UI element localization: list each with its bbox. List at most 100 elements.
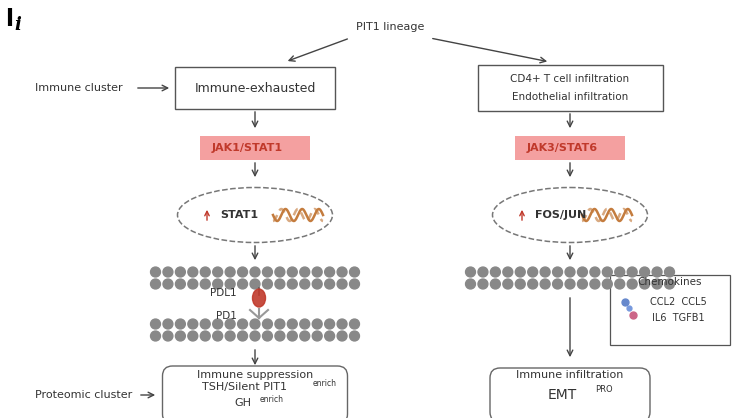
Bar [610, 275, 730, 345]
Ellipse shape [553, 267, 562, 277]
Ellipse shape [466, 279, 476, 289]
Ellipse shape [163, 267, 173, 277]
Ellipse shape [337, 267, 347, 277]
Ellipse shape [300, 331, 310, 341]
Ellipse shape [275, 267, 285, 277]
Text: TSH/Silent PIT1: TSH/Silent PIT1 [203, 382, 287, 392]
Ellipse shape [565, 279, 575, 289]
Ellipse shape [349, 279, 359, 289]
Ellipse shape [187, 267, 198, 277]
Ellipse shape [590, 267, 600, 277]
Ellipse shape [200, 267, 210, 277]
Text: enrich: enrich [313, 380, 337, 388]
Ellipse shape [300, 279, 310, 289]
Text: GH: GH [234, 398, 252, 408]
Ellipse shape [187, 331, 198, 341]
Ellipse shape [324, 279, 335, 289]
Ellipse shape [163, 319, 173, 329]
Ellipse shape [262, 319, 272, 329]
Ellipse shape [665, 267, 674, 277]
Ellipse shape [287, 267, 297, 277]
Ellipse shape [250, 267, 260, 277]
Ellipse shape [312, 319, 322, 329]
Ellipse shape [287, 319, 297, 329]
Ellipse shape [225, 267, 235, 277]
Ellipse shape [615, 267, 624, 277]
Ellipse shape [250, 319, 260, 329]
Ellipse shape [603, 279, 612, 289]
Text: Immune infiltration: Immune infiltration [516, 370, 624, 380]
Ellipse shape [349, 267, 359, 277]
Ellipse shape [516, 267, 525, 277]
FancyBboxPatch shape [200, 136, 310, 160]
Ellipse shape [528, 279, 538, 289]
Ellipse shape [200, 279, 210, 289]
Text: Chemokines: Chemokines [638, 277, 702, 287]
Ellipse shape [516, 279, 525, 289]
Ellipse shape [578, 279, 587, 289]
Ellipse shape [466, 267, 476, 277]
Ellipse shape [212, 331, 222, 341]
Ellipse shape [212, 267, 222, 277]
Ellipse shape [603, 267, 612, 277]
Ellipse shape [478, 267, 488, 277]
Ellipse shape [150, 267, 160, 277]
Ellipse shape [225, 319, 235, 329]
Ellipse shape [187, 279, 198, 289]
Ellipse shape [640, 267, 649, 277]
Ellipse shape [541, 267, 550, 277]
Ellipse shape [187, 319, 198, 329]
Ellipse shape [253, 289, 265, 307]
Ellipse shape [262, 267, 272, 277]
Ellipse shape [312, 331, 322, 341]
Ellipse shape [665, 279, 674, 289]
Text: Endothelial infiltration: Endothelial infiltration [512, 92, 628, 102]
Ellipse shape [503, 279, 513, 289]
Ellipse shape [337, 319, 347, 329]
Ellipse shape [590, 279, 600, 289]
Text: PIT1 lineage: PIT1 lineage [356, 22, 424, 32]
Ellipse shape [503, 267, 513, 277]
Ellipse shape [275, 331, 285, 341]
Text: Immune cluster: Immune cluster [35, 83, 122, 93]
Ellipse shape [287, 331, 297, 341]
Ellipse shape [312, 279, 322, 289]
Text: Proteomic cluster: Proteomic cluster [35, 390, 132, 400]
Ellipse shape [300, 267, 310, 277]
Text: JAK3/STAT6: JAK3/STAT6 [526, 143, 597, 153]
Ellipse shape [237, 319, 247, 329]
FancyBboxPatch shape [163, 366, 348, 418]
Ellipse shape [200, 331, 210, 341]
Ellipse shape [541, 279, 550, 289]
Ellipse shape [212, 319, 222, 329]
Text: JAK1/STAT1: JAK1/STAT1 [212, 143, 283, 153]
Ellipse shape [237, 279, 247, 289]
Ellipse shape [175, 319, 185, 329]
Ellipse shape [225, 279, 235, 289]
Ellipse shape [491, 267, 500, 277]
Ellipse shape [237, 331, 247, 341]
Text: PRO: PRO [595, 385, 612, 393]
Ellipse shape [652, 267, 662, 277]
Ellipse shape [627, 279, 637, 289]
Ellipse shape [237, 267, 247, 277]
Bar [175, 67, 335, 109]
Ellipse shape [627, 267, 637, 277]
Ellipse shape [324, 319, 335, 329]
Ellipse shape [349, 331, 359, 341]
Text: FOS/JUN: FOS/JUN [535, 210, 586, 220]
Ellipse shape [150, 319, 160, 329]
Ellipse shape [250, 279, 260, 289]
Ellipse shape [250, 331, 260, 341]
Text: EMT: EMT [547, 388, 577, 402]
Bar [478, 65, 662, 111]
Text: PDL1: PDL1 [210, 288, 237, 298]
Ellipse shape [652, 279, 662, 289]
Ellipse shape [175, 279, 185, 289]
FancyBboxPatch shape [490, 368, 650, 418]
Text: Immune suppression: Immune suppression [197, 370, 313, 380]
Ellipse shape [212, 279, 222, 289]
Ellipse shape [565, 267, 575, 277]
Ellipse shape [163, 279, 173, 289]
Text: i: i [14, 16, 21, 34]
